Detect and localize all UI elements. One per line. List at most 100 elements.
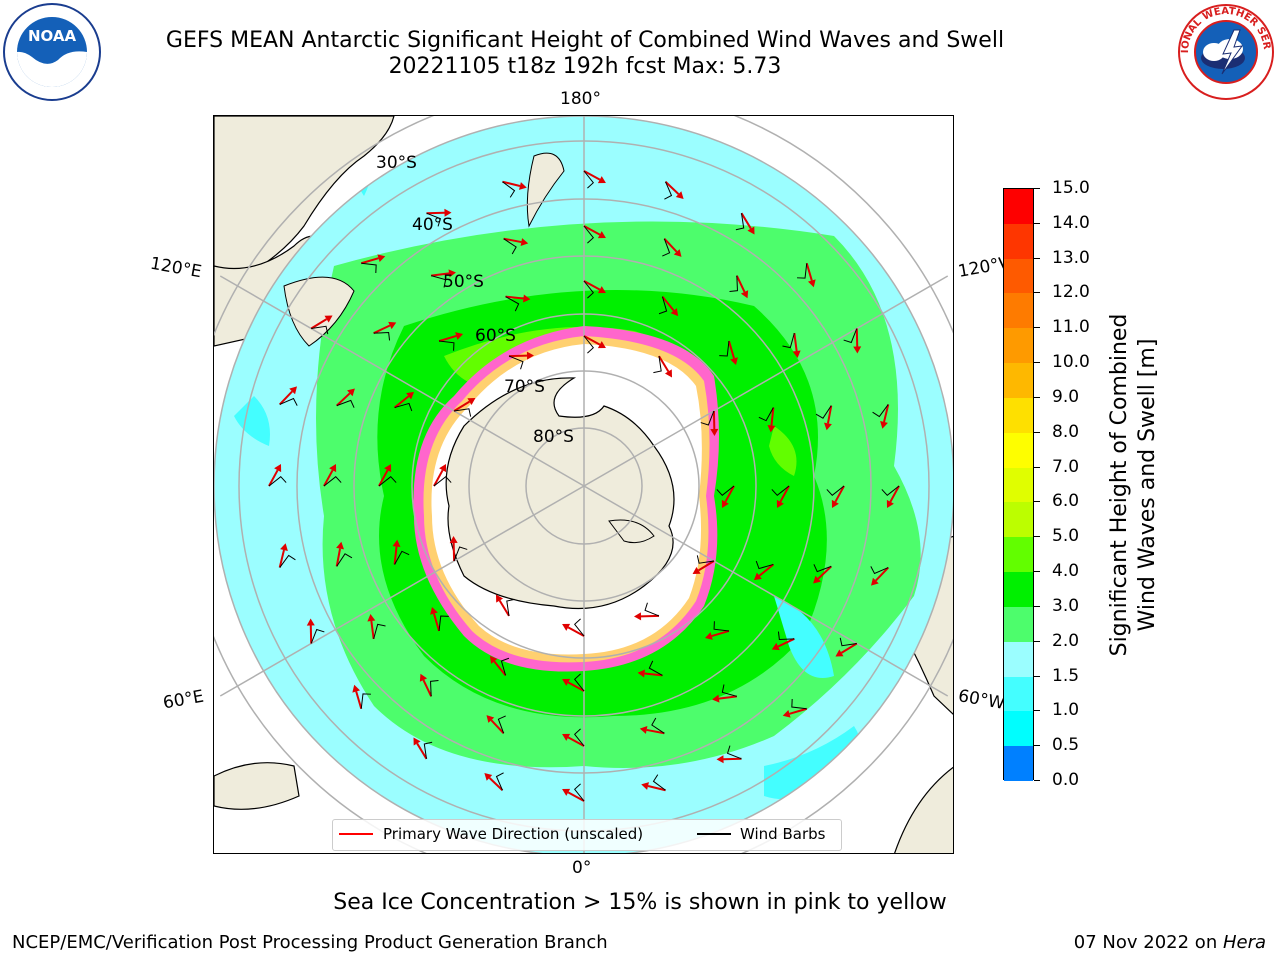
- wave-direction-arrow: [567, 681, 585, 692]
- wind-barb: [583, 170, 595, 189]
- wave-direction-arrowhead: [413, 737, 421, 746]
- wave-direction-arrow: [493, 660, 507, 677]
- wave-direction-arrowhead: [704, 632, 713, 640]
- wave-direction-arrowhead: [388, 321, 397, 330]
- wave-direction-arrow: [840, 642, 858, 654]
- wave-direction-arrow: [310, 318, 328, 330]
- wave-direction-arrowhead: [352, 684, 361, 693]
- wind-barb: [502, 181, 516, 198]
- wind-barb: [881, 485, 900, 497]
- legend-barb-label: Wind Barbs: [740, 825, 826, 843]
- wave-direction-arrowhead: [562, 788, 571, 796]
- wave-direction-arrowhead: [419, 673, 428, 682]
- colorbar-tick-label: 3.0: [1052, 595, 1080, 616]
- wave-direction-arrow: [770, 407, 775, 426]
- wind-barb: [583, 280, 595, 299]
- wave-direction-arrow: [777, 637, 795, 648]
- wave-direction-arrowhead: [716, 755, 724, 764]
- wind-barb: [495, 772, 504, 791]
- colorbar-tick: [1034, 640, 1040, 642]
- wind-barb: [721, 684, 737, 697]
- wind-barb: [360, 693, 371, 709]
- wave-direction-arrowhead: [835, 649, 844, 657]
- wave-direction-arrowhead: [484, 773, 493, 781]
- wind-barb: [433, 475, 452, 487]
- lon-label-0: 0°: [572, 858, 592, 878]
- wave-direction-arrow: [505, 295, 524, 300]
- colorbar-segment: [1004, 711, 1033, 747]
- colorbar-segment: [1004, 502, 1033, 538]
- wave-direction-arrowhead: [886, 499, 894, 508]
- map-legend: Primary Wave Direction (unscaled) Wind B…: [332, 819, 842, 851]
- vector-overlay: [268, 170, 900, 802]
- wave-direction-arrow: [740, 212, 752, 230]
- wind-barb: [506, 598, 515, 616]
- wave-direction-arrow: [718, 695, 737, 700]
- wind-barb: [311, 325, 329, 335]
- colorbar-tick-label: 11.0: [1052, 317, 1090, 338]
- wind-barb: [438, 340, 455, 351]
- colorbar-segment: [1004, 189, 1033, 225]
- wind-barb: [839, 637, 857, 647]
- meridian-line: [219, 275, 585, 487]
- wind-barb: [782, 333, 795, 349]
- wave-direction-arrow: [724, 485, 735, 503]
- footer-host: Hera: [1222, 932, 1266, 953]
- wind-barb: [777, 631, 795, 640]
- wave-direction-arrowhead: [753, 572, 762, 581]
- wave-direction-arrow: [360, 257, 379, 265]
- colorbar-title-line2: Wind Waves and Swell [m]: [1135, 339, 1160, 632]
- colorbar-tick: [1034, 675, 1040, 677]
- wave-direction-arrow: [567, 626, 585, 637]
- wave-direction-arrowhead: [430, 606, 438, 615]
- wave-direction-arrow: [490, 719, 505, 734]
- colorbar-tick-label: 14.0: [1052, 212, 1090, 233]
- wave-direction-arrow: [268, 469, 279, 487]
- wind-barb: [648, 660, 663, 676]
- footer-date: 07 Nov 2022 on Hera: [1074, 932, 1266, 953]
- colorbar-tick-label: 1.5: [1052, 665, 1080, 686]
- wave-direction-arrow: [393, 395, 410, 409]
- wind-barb: [310, 628, 325, 644]
- wave-direction-arrow: [502, 180, 521, 187]
- wave-direction-arrowhead: [871, 577, 879, 586]
- colorbar-segment: [1004, 467, 1033, 503]
- wind-barb: [323, 475, 342, 487]
- colorbar-tick-label: 0.5: [1052, 735, 1080, 756]
- wave-direction-arrowhead: [449, 536, 458, 544]
- colorbar-segment: [1004, 746, 1033, 782]
- wind-barb: [573, 618, 585, 637]
- sea-ice-note: Sea Ice Concentration > 15% is shown in …: [333, 890, 947, 915]
- wave-direction-arrowhead: [467, 397, 476, 406]
- wave-direction-arrowhead: [486, 715, 495, 723]
- wave-direction-arrow: [758, 563, 775, 577]
- wave-direction-arrow: [875, 566, 889, 582]
- wave-direction-arrowhead: [824, 422, 832, 431]
- colorbar-tick: [1034, 710, 1040, 712]
- wave-direction-arrow: [664, 181, 680, 195]
- wind-barb: [797, 263, 808, 279]
- colorbar-tick: [1034, 327, 1040, 329]
- lat-label-60s: 60°S: [475, 326, 516, 346]
- wave-direction-arrow: [647, 785, 666, 792]
- colorbar-tick: [1034, 222, 1040, 224]
- wave-direction-arrowhead: [597, 176, 606, 184]
- wave-direction-arrow: [488, 777, 504, 791]
- colorbar-tick-label: 13.0: [1052, 247, 1090, 268]
- wind-barb: [583, 335, 595, 354]
- lon-label-120e: 120°E: [148, 253, 204, 283]
- svg-text:NOAA: NOAA: [28, 27, 77, 45]
- footer-credit: NCEP/EMC/Verification Post Processing Pr…: [12, 932, 608, 953]
- meridian-line: [219, 485, 585, 697]
- wave-direction-arrow: [883, 404, 890, 423]
- wave-direction-arrowhead: [664, 369, 673, 378]
- wind-barb: [843, 328, 858, 344]
- wave-direction-arrow: [279, 390, 293, 406]
- chart-title: GEFS MEAN Antarctic Significant Height o…: [165, 28, 1005, 53]
- wind-barb: [505, 296, 520, 312]
- wave-direction-arrowhead: [406, 391, 415, 400]
- wave-direction-arrow: [727, 340, 735, 359]
- wave-direction-arrow: [646, 728, 665, 735]
- colorbar-tick: [1034, 466, 1040, 468]
- wave-direction-arrow: [834, 485, 845, 503]
